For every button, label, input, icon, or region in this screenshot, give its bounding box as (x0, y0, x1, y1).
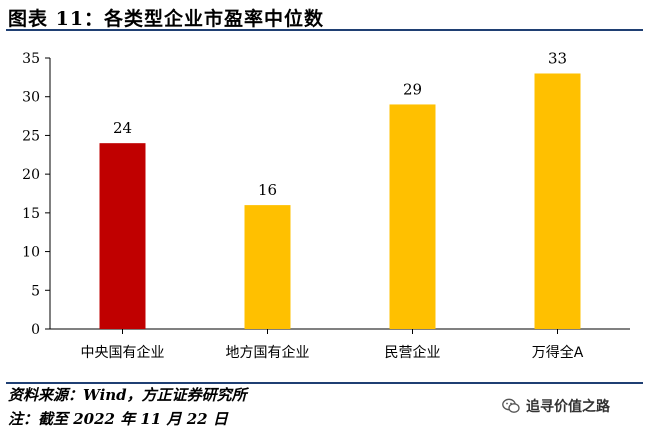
bar-value-label: 16 (258, 181, 277, 199)
bar (99, 143, 146, 329)
y-tick-label: 30 (22, 90, 40, 106)
y-tick-label: 20 (22, 167, 40, 183)
bar (244, 205, 291, 329)
figure-title: 图表 11：各类型企业市盈率中位数 (8, 8, 325, 30)
chart-category-labels: 中央国有企业 地方国有企业 民营企业 万得全A (81, 344, 584, 361)
y-tick-label: 35 (22, 51, 40, 67)
source-note: 资料来源：Wind，方正证券研究所 (8, 386, 247, 404)
category-label: 地方国有企业 (226, 344, 310, 361)
bar-value-label: 24 (113, 119, 132, 137)
chart-data-labels: 24 16 29 33 (113, 49, 567, 199)
y-tick-label: 5 (31, 283, 40, 299)
y-tick-label: 10 (22, 245, 40, 261)
bar (389, 104, 436, 329)
y-tick-label: 25 (22, 128, 40, 144)
y-tick-label: 0 (31, 322, 40, 338)
category-label: 民营企业 (385, 344, 441, 361)
bar-value-label: 33 (548, 49, 567, 67)
watermark-text: 追寻价值之路 (526, 399, 610, 415)
y-tick-label: 15 (22, 206, 40, 222)
category-label: 中央国有企业 (81, 344, 165, 361)
bar-chart: 24 16 29 33 中央国有企业 地方国有企业 民营企业 万得全A 0 5 10 15 20 25… (22, 49, 630, 361)
top-rule (6, 29, 643, 31)
chart-bars (99, 73, 581, 329)
bottom-rule (6, 382, 643, 384)
bar-value-label: 29 (403, 80, 422, 98)
bar (534, 73, 581, 329)
category-label: 万得全A (532, 344, 584, 361)
date-note: 注：截至 2022 年 11 月 22 日 (8, 410, 228, 428)
chart-y-ticks: 0 5 10 15 20 25 30 35 (22, 51, 50, 338)
wechat-icon (502, 398, 520, 413)
chart-axes (49, 58, 630, 334)
watermark: 追寻价值之路 (502, 396, 610, 416)
